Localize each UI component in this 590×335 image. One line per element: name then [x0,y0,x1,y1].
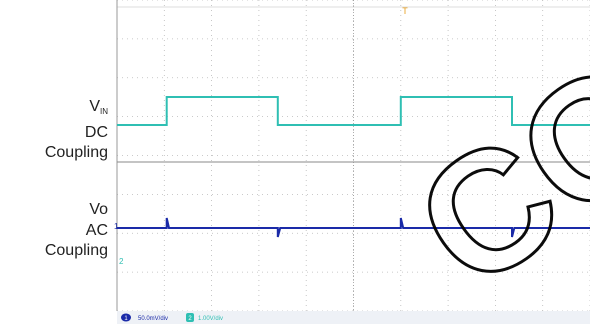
ch1-ground-marker: 1 [114,222,119,231]
vo-coupling-label-1: AC [85,222,108,239]
vo-trace [117,217,590,238]
vin-label: VIN [89,98,108,116]
ch2-ground-marker: 2 [119,257,124,266]
vin-trace [117,96,590,126]
ch2-scale-text: 1.00V/div [198,316,223,322]
ch2-badge-label: 2 [188,316,192,322]
status-bar: 1 50.0mV/div 2 1.00V/div [117,311,590,324]
status-bar-background [117,311,590,324]
ch2-badge [186,313,194,322]
vo-coupling-label-2: Coupling [44,242,108,259]
watermark-text: CON [384,0,590,325]
ch1-scale-text: 50.0mV/div [138,316,168,322]
vin-coupling-label-1: DC [84,124,108,141]
grid [116,0,590,312]
ch1-badge [121,313,131,322]
trigger-marker: T [402,6,408,16]
vo-label: Vo [89,201,108,218]
ch1-badge-label: 1 [124,316,128,322]
vin-coupling-label-2: Coupling [44,144,108,161]
